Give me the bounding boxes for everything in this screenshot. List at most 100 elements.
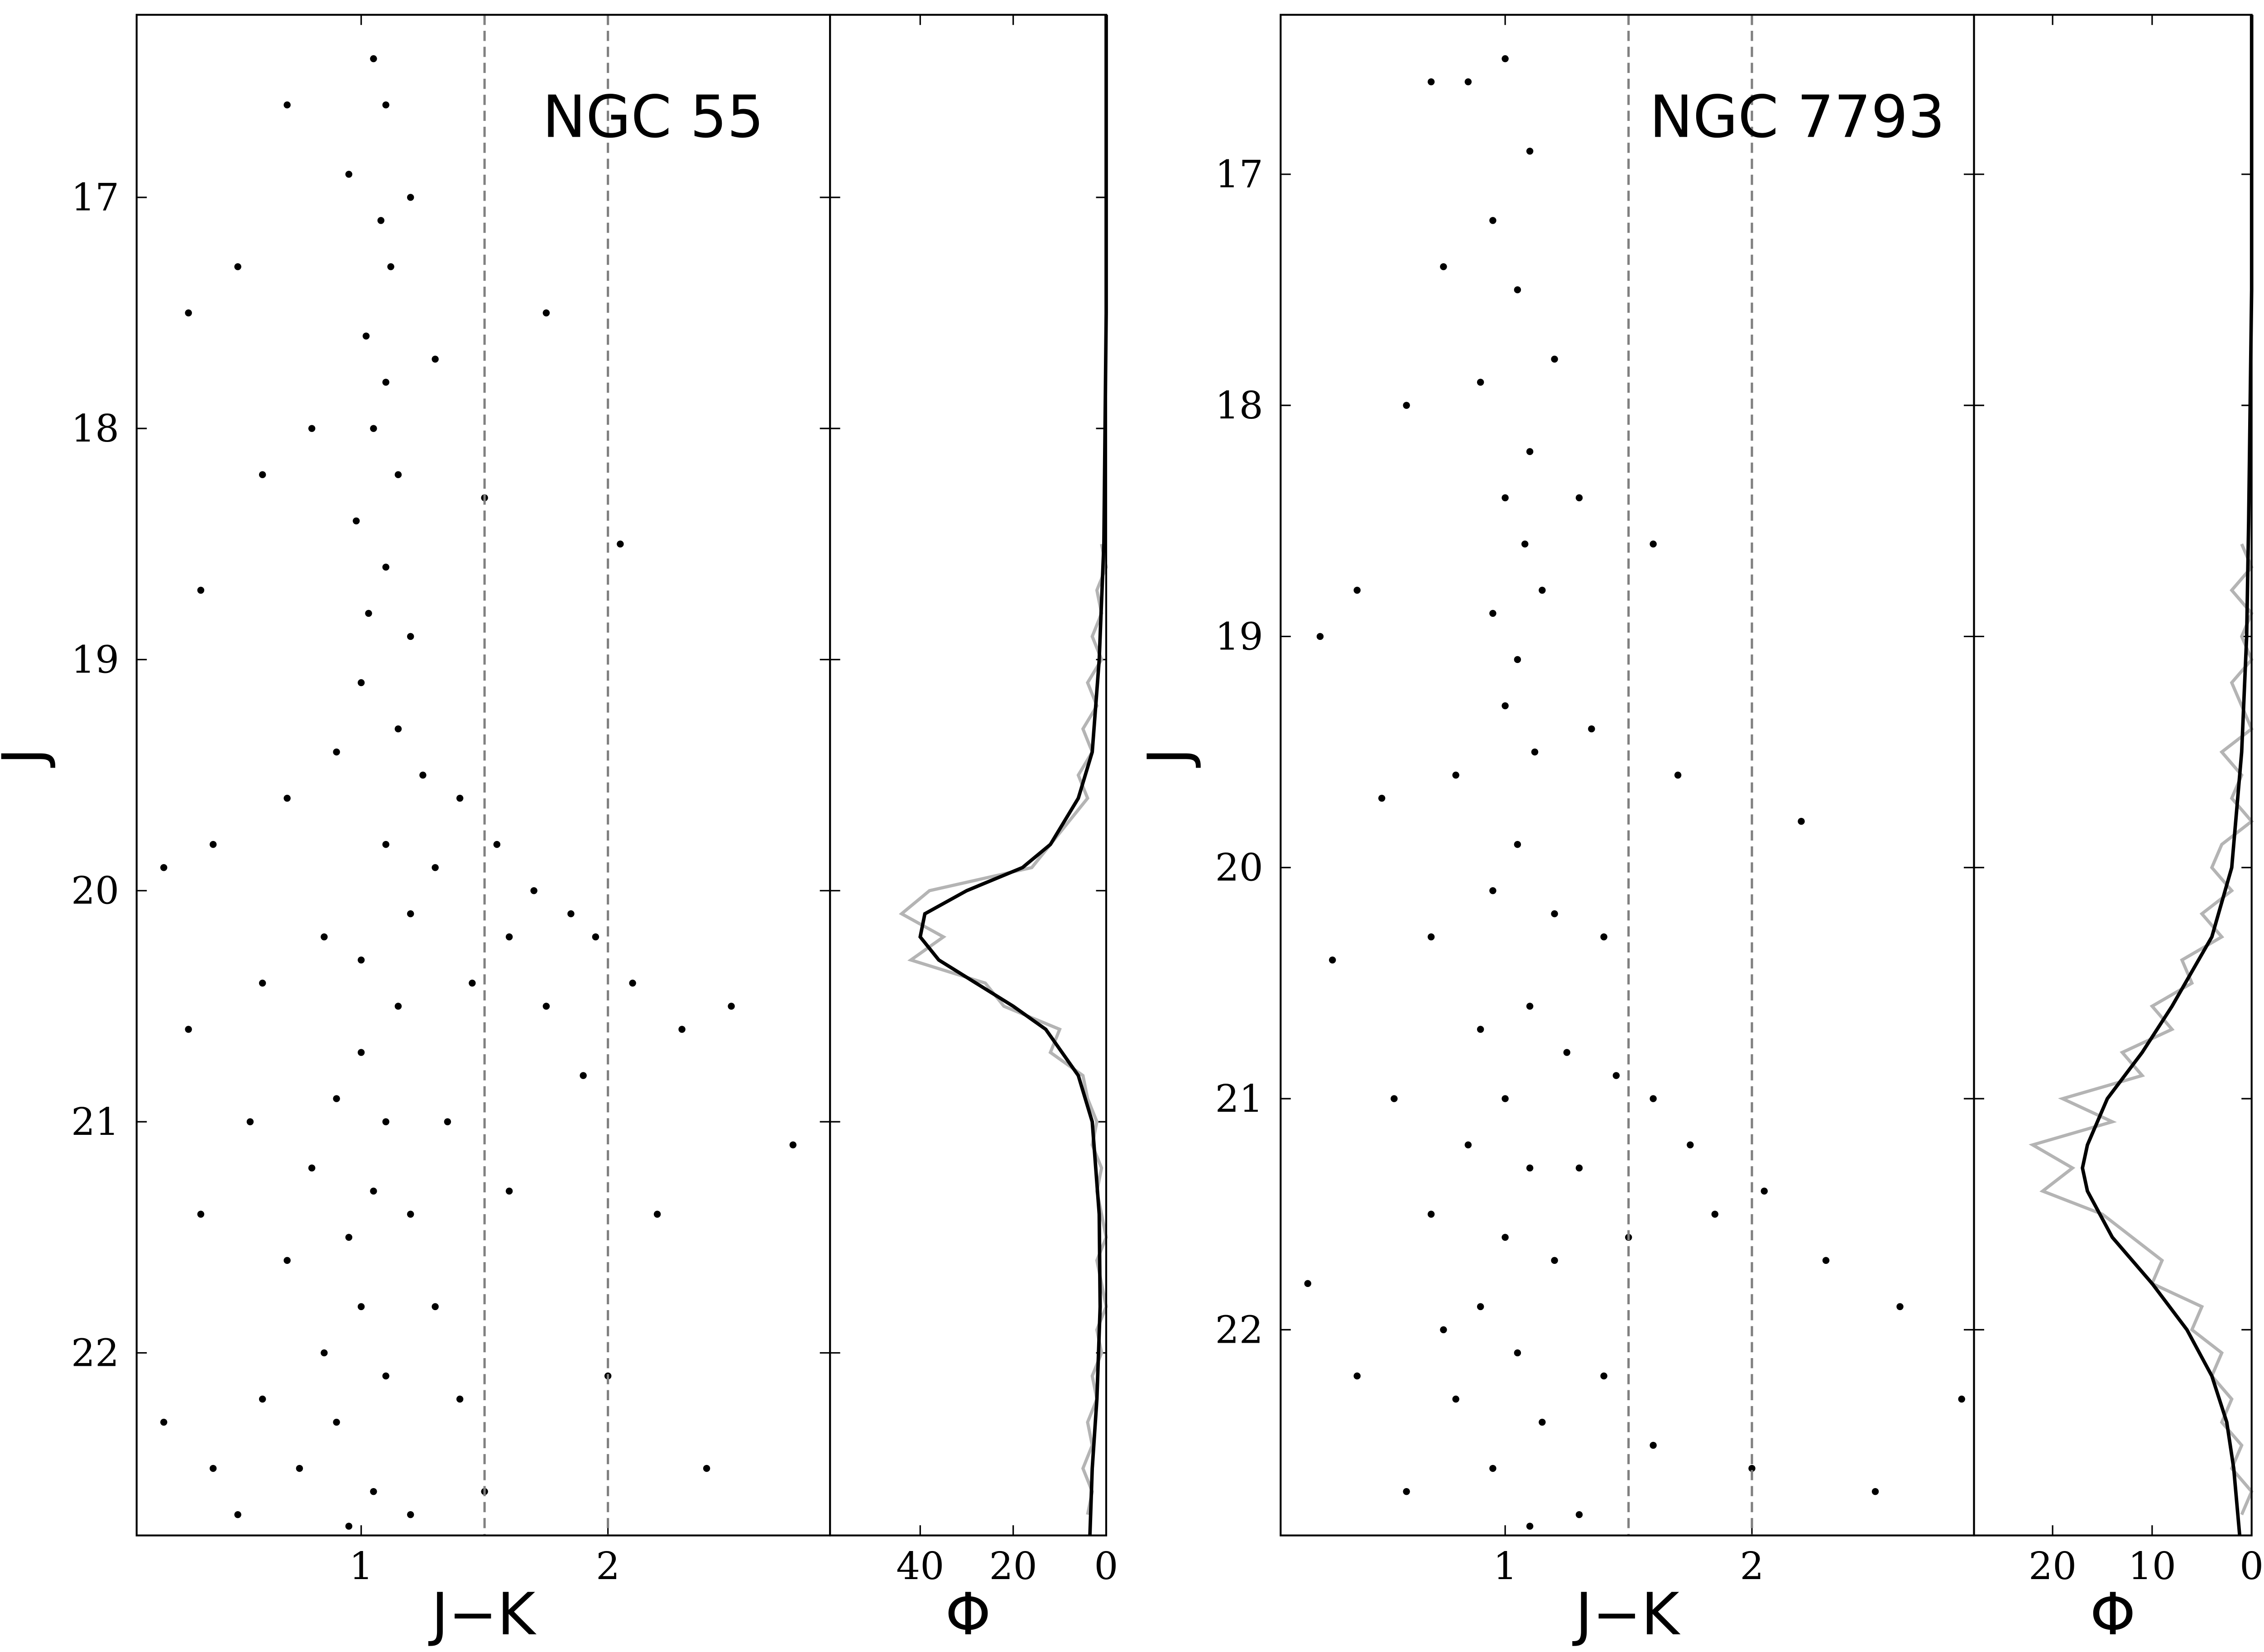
star-point <box>1674 771 1682 779</box>
star-point <box>1514 1349 1521 1357</box>
star-point <box>1316 633 1324 640</box>
x-axis-label: J−K <box>428 1581 537 1648</box>
star-point <box>321 1349 328 1357</box>
axes-frame <box>1280 14 1975 1537</box>
star-point <box>1489 610 1497 617</box>
star-point <box>382 1118 389 1125</box>
star-point <box>1403 1488 1410 1495</box>
star-point <box>333 1418 340 1426</box>
star-point <box>542 309 550 317</box>
panel: 17 18 19 20 21 22 1 2 NGC 55 J J−K <box>0 14 831 1648</box>
star-point <box>357 956 365 964</box>
luminosity-function <box>2029 543 2254 1516</box>
star-point <box>353 517 360 524</box>
star-point <box>1353 1372 1361 1380</box>
star-point <box>197 1210 205 1218</box>
star-point <box>1514 286 1521 293</box>
star-point <box>789 1141 797 1148</box>
star-point <box>1489 887 1497 894</box>
star-point <box>1501 702 1509 710</box>
star-point <box>1575 494 1583 501</box>
star-point <box>1563 1049 1571 1056</box>
x-tick-label: 1 <box>1493 1544 1517 1588</box>
star-point <box>1539 1418 1546 1426</box>
x-tick-label: 0 <box>2240 1544 2264 1588</box>
star-point <box>728 1003 735 1010</box>
star-point <box>530 887 537 894</box>
star-point <box>209 841 217 848</box>
star-point <box>1464 1141 1472 1148</box>
star-point <box>370 55 377 62</box>
star-point <box>234 263 241 270</box>
star-point <box>1501 494 1509 501</box>
star-point <box>1612 1072 1620 1079</box>
y-tick-label: 19 <box>1215 615 1263 658</box>
star-point <box>333 1095 340 1102</box>
star-point <box>283 101 291 109</box>
star-point <box>1871 1488 1879 1495</box>
panel: 20 10 0 Φ <box>1973 14 2264 1648</box>
star-point <box>1427 1210 1435 1218</box>
star-point <box>1526 448 1534 455</box>
star-point <box>382 101 389 109</box>
x-axis-label: Φ <box>2090 1581 2136 1648</box>
star-point <box>259 471 266 478</box>
luminosity-function <box>898 543 1108 1515</box>
star-point <box>419 771 427 779</box>
x-tick-label: 20 <box>989 1544 1037 1588</box>
y-tick-label: 18 <box>71 407 119 451</box>
star-point <box>345 171 353 178</box>
panel: 17 18 19 20 21 22 1 2 NGC 7793 J J−K <box>1136 14 1975 1648</box>
y-tick-label: 22 <box>71 1331 119 1375</box>
star-point <box>357 679 365 687</box>
x-tick-label: 20 <box>2029 1544 2077 1588</box>
y-tick-label: 18 <box>1215 384 1263 427</box>
star-point <box>246 1118 254 1125</box>
star-point <box>629 980 636 987</box>
star-point <box>1760 1187 1768 1195</box>
x-tick-label: 0 <box>1094 1544 1118 1588</box>
x-tick-label: 40 <box>896 1544 944 1588</box>
star-point <box>382 379 389 386</box>
panel-title: NGC 55 <box>542 83 764 151</box>
star-point <box>1575 1511 1583 1518</box>
star-point <box>382 1372 389 1380</box>
star-point <box>407 194 414 201</box>
star-point <box>1501 55 1509 62</box>
star-point <box>308 1164 316 1172</box>
star-point <box>185 1026 192 1033</box>
star-point <box>377 217 384 224</box>
y-tick-label: 21 <box>71 1100 119 1144</box>
star-point <box>259 1395 266 1403</box>
star-point <box>1501 1095 1509 1102</box>
star-point <box>1501 1234 1509 1241</box>
star-point <box>1452 1395 1459 1403</box>
y-tick-label: 19 <box>71 638 119 682</box>
star-point <box>456 1395 464 1403</box>
star-point <box>1958 1395 1965 1403</box>
star-point <box>197 586 205 594</box>
star-point <box>407 910 414 917</box>
star-point <box>1575 1164 1583 1172</box>
x-tick-label: 2 <box>1740 1544 1764 1588</box>
x-axis-label: J−K <box>1572 1581 1680 1648</box>
star-point <box>1526 1164 1534 1172</box>
star-point <box>1329 956 1336 964</box>
star-point <box>283 1257 291 1264</box>
star-point <box>703 1465 710 1472</box>
star-point <box>1391 1095 1398 1102</box>
star-point <box>296 1465 303 1472</box>
star-point <box>1440 263 1447 270</box>
star-point <box>432 864 439 871</box>
star-point <box>345 1234 353 1241</box>
star-point <box>333 748 340 756</box>
star-point <box>653 1210 661 1218</box>
star-point <box>1531 748 1539 756</box>
star-point <box>370 425 377 432</box>
star-point <box>1798 818 1805 825</box>
star-point <box>185 309 192 317</box>
star-point <box>1711 1210 1719 1218</box>
star-point <box>308 425 316 432</box>
star-point <box>1403 402 1410 409</box>
star-point <box>1526 148 1534 155</box>
